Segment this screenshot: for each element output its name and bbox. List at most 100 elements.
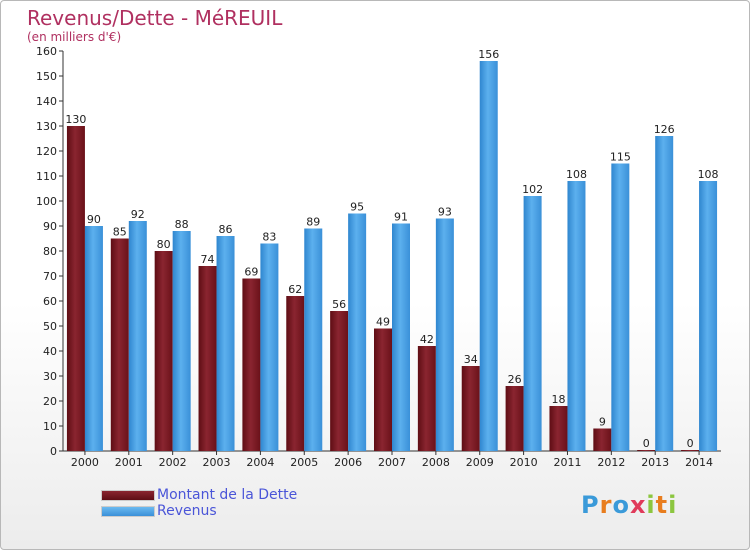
bar-revenue xyxy=(128,221,147,451)
y-tick-label: 60 xyxy=(43,295,57,308)
bar-debt xyxy=(330,311,349,451)
data-label-debt: 9 xyxy=(599,416,606,429)
data-label-revenue: 83 xyxy=(262,231,276,244)
bar-debt xyxy=(593,428,612,451)
data-label-debt: 56 xyxy=(332,298,346,311)
data-label-revenue: 156 xyxy=(478,48,499,61)
y-tick-label: 20 xyxy=(43,395,57,408)
bar-revenue xyxy=(260,243,279,451)
y-tick-label: 160 xyxy=(36,45,57,58)
logo-letter: x xyxy=(629,491,647,519)
x-tick-label: 2006 xyxy=(334,456,362,469)
data-label-revenue: 108 xyxy=(566,168,587,181)
bar-revenue xyxy=(611,163,630,451)
y-tick-label: 40 xyxy=(43,345,57,358)
logo-letter: r xyxy=(599,491,613,519)
legend-label-debt: Montant de la Dette xyxy=(157,487,298,503)
x-tick-label: 2010 xyxy=(510,456,538,469)
data-label-debt: 69 xyxy=(244,266,258,279)
bars xyxy=(66,61,718,451)
data-label-revenue: 89 xyxy=(306,216,320,229)
data-label-debt: 42 xyxy=(420,333,434,346)
y-tick-label: 80 xyxy=(43,245,57,258)
data-label-revenue: 92 xyxy=(131,208,145,221)
y-tick-label: 90 xyxy=(43,220,57,233)
y-tick-label: 50 xyxy=(43,320,57,333)
chart-subtitle: (en milliers d'€) xyxy=(27,30,122,44)
x-tick-label: 2000 xyxy=(71,456,99,469)
x-tick-label: 2013 xyxy=(641,456,669,469)
data-label-revenue: 108 xyxy=(698,168,719,181)
bar-debt xyxy=(681,450,700,451)
bar-debt xyxy=(374,328,392,451)
x-tick-label: 2012 xyxy=(597,456,625,469)
bar-revenue xyxy=(435,218,454,451)
data-label-debt: 0 xyxy=(687,437,694,450)
data-label-debt: 85 xyxy=(113,226,127,239)
x-tick-label: 2011 xyxy=(553,456,581,469)
data-labels: 1309085928088748669836289569549914293341… xyxy=(65,48,718,450)
x-tick-label: 2002 xyxy=(159,456,187,469)
data-label-debt: 80 xyxy=(157,238,171,251)
bar-debt xyxy=(549,406,568,451)
data-label-debt: 62 xyxy=(288,283,302,296)
x-tick-label: 2008 xyxy=(422,456,450,469)
bar-debt xyxy=(66,126,85,451)
y-tick-label: 140 xyxy=(36,95,57,108)
data-label-debt: 18 xyxy=(551,393,565,406)
y-tick-label: 30 xyxy=(43,370,57,383)
y-tick-label: 10 xyxy=(43,420,57,433)
logo-letter: P xyxy=(581,491,600,519)
logo-letter: o xyxy=(612,491,630,519)
bar-debt xyxy=(110,238,129,451)
y-tick-label: 0 xyxy=(50,445,57,458)
data-label-revenue: 86 xyxy=(219,223,233,236)
x-tick-label: 2005 xyxy=(290,456,318,469)
y-tick-label: 100 xyxy=(36,195,57,208)
bar-revenue xyxy=(304,228,323,451)
data-label-revenue: 102 xyxy=(522,183,543,196)
x-tick-label: 2004 xyxy=(246,456,274,469)
bar-revenue xyxy=(523,196,542,451)
logo-letter: t xyxy=(655,491,669,519)
x-tick-label: 2014 xyxy=(685,456,713,469)
proxiti-logo: Proxiti xyxy=(581,491,677,519)
bar-debt xyxy=(461,366,480,451)
chart-title: Revenus/Dette - MéREUIL xyxy=(27,6,283,30)
bar-revenue xyxy=(655,136,674,451)
data-label-revenue: 126 xyxy=(654,123,675,136)
legend-swatch-debt xyxy=(101,490,155,501)
data-label-revenue: 115 xyxy=(610,151,631,164)
logo-letter: i xyxy=(668,491,678,519)
bar-debt xyxy=(417,346,436,451)
y-tick-label: 120 xyxy=(36,145,57,158)
data-label-revenue: 88 xyxy=(175,218,189,231)
legend-label-revenue: Revenus xyxy=(157,503,217,519)
bar-revenue xyxy=(699,181,718,451)
data-label-revenue: 95 xyxy=(350,201,364,214)
bar-revenue xyxy=(172,231,191,451)
bar-revenue xyxy=(348,213,367,451)
bar-debt xyxy=(154,251,173,451)
bar-revenue xyxy=(84,226,103,451)
bar-revenue xyxy=(567,181,586,451)
bar-debt xyxy=(505,386,524,451)
y-tick-label: 150 xyxy=(36,70,57,83)
data-label-debt: 130 xyxy=(65,113,86,126)
y-axis: 0 10 20 30 40 50 60 70 80 90 100 110 120 130 140 150 160 xyxy=(36,45,64,458)
bar-revenue xyxy=(392,223,410,451)
y-tick-label: 130 xyxy=(36,120,57,133)
data-label-revenue: 93 xyxy=(438,206,452,219)
legend-swatch-revenue xyxy=(101,506,155,517)
x-tick-label: 2001 xyxy=(115,456,143,469)
x-tick-label: 2009 xyxy=(466,456,494,469)
y-tick-label: 70 xyxy=(43,270,57,283)
data-label-debt: 74 xyxy=(201,253,215,266)
data-label-debt: 0 xyxy=(643,437,650,450)
bar-debt xyxy=(286,296,305,451)
data-label-revenue: 90 xyxy=(87,213,101,226)
data-label-debt: 34 xyxy=(464,353,478,366)
y-tick-label: 110 xyxy=(36,170,57,183)
x-tick-label: 2003 xyxy=(203,456,231,469)
